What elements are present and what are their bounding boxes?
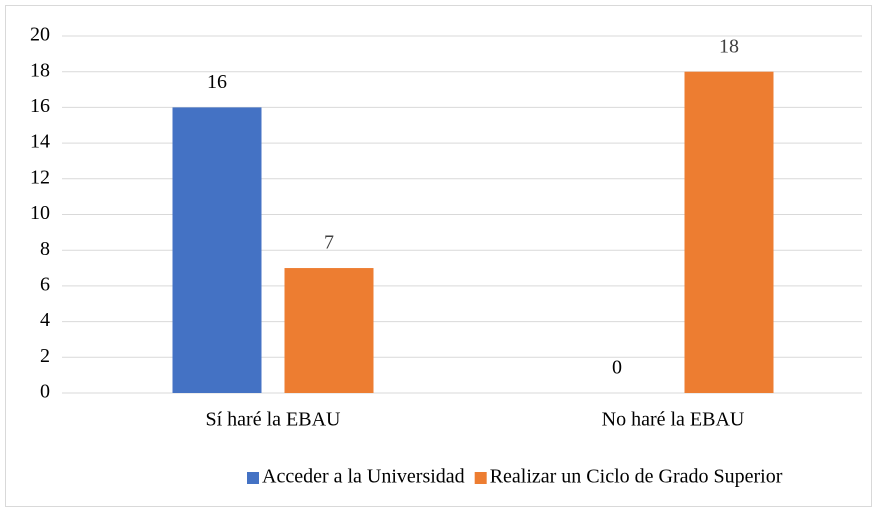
legend-label: Acceder a la Universidad <box>262 466 465 488</box>
y-tick-label: 6 <box>40 273 50 295</box>
y-tick-label: 8 <box>40 238 50 260</box>
x-tick-label: No haré la EBAU <box>602 409 745 431</box>
bar <box>684 71 774 393</box>
y-tick-label: 4 <box>40 309 50 331</box>
value-label: 7 <box>324 232 334 254</box>
x-tick-label: Sí haré la EBAU <box>206 409 342 431</box>
bar <box>172 107 262 394</box>
legend-label: Realizar un Ciclo de Grado Superior <box>490 466 783 488</box>
y-tick-label: 0 <box>40 381 50 403</box>
y-tick-label: 10 <box>30 202 50 224</box>
y-tick-label: 2 <box>40 345 50 367</box>
y-tick-label: 14 <box>30 131 50 153</box>
y-tick-label: 18 <box>30 59 50 81</box>
bar <box>284 268 374 393</box>
legend-swatch <box>474 472 487 484</box>
value-label: 16 <box>207 71 227 93</box>
value-label: 0 <box>612 357 622 379</box>
y-tick-label: 20 <box>30 24 50 46</box>
y-tick-label: 16 <box>30 95 50 117</box>
legend-swatch <box>247 472 259 484</box>
y-tick-label: 12 <box>30 166 50 188</box>
value-label: 18 <box>719 35 739 57</box>
